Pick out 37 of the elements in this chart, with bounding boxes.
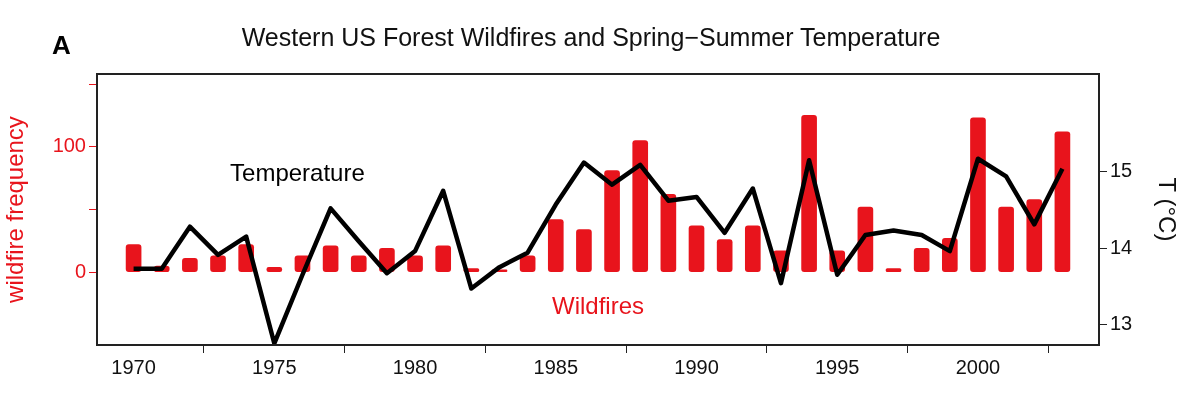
y-tick-label: 0 [74,259,86,282]
x-tick-label: 2000 [955,355,1001,378]
y-axis-title: wildfire frequency [1,116,29,304]
x-tick-label: 1995 [814,355,860,378]
y2-tick-label: 14 [1110,235,1133,258]
bar [407,255,423,273]
bar [744,225,761,273]
bar [716,239,733,273]
bar [210,255,226,273]
bar [350,255,367,273]
y2-tick-label: 15 [1110,159,1133,182]
bar [547,219,564,273]
text: A [52,30,71,61]
bar [688,225,705,273]
bar [913,248,930,273]
bar [1054,131,1071,273]
x-tick-label: 1970 [111,355,156,378]
y2-tick-label: 13 [1110,311,1133,334]
bar [322,245,339,273]
bar [576,229,592,273]
y2-axis-title: T (°C) [1153,177,1181,242]
bar [660,194,677,273]
y-tick-label: 100 [52,134,86,157]
series-label: Wildfires [551,291,645,319]
bar [182,258,198,273]
bar [998,206,1014,273]
bar [435,245,452,273]
bar [519,255,536,273]
bar [970,117,986,273]
bar [604,170,620,273]
chart-title: Western US Forest Wildfires and Spring−Summer Temperature [241,22,941,51]
x-tick-label: 1980 [392,355,438,378]
x-tick-label: 1990 [674,355,719,378]
series-label: Temperature [230,158,365,186]
x-tick-label: 1975 [252,355,297,378]
bar [632,140,649,273]
x-tick-label: 1985 [533,355,579,378]
